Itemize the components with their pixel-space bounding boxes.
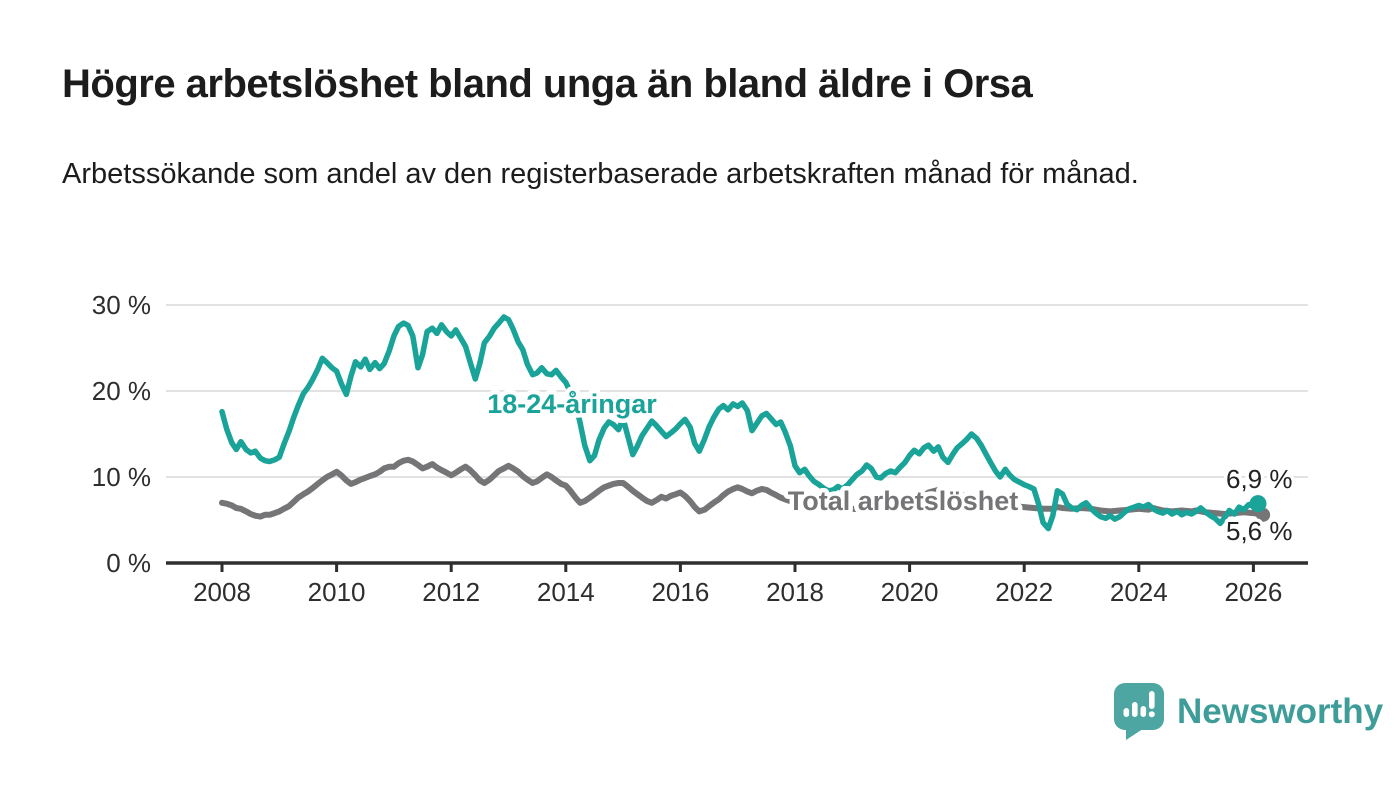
y-tick-label: 30 % [92, 290, 151, 320]
x-tick-label: 2024 [1110, 577, 1168, 607]
end-value-label: 6,9 % [1226, 464, 1293, 494]
newsworthy-logo-icon [1114, 683, 1164, 740]
end-value-label: 5,6 % [1226, 516, 1293, 546]
x-tick-label: 2022 [995, 577, 1053, 607]
series-label: Total arbetslöshet [788, 486, 1019, 516]
x-tick-label: 2012 [422, 577, 480, 607]
y-tick-label: 10 % [92, 462, 151, 492]
x-tick-label: 2010 [308, 577, 366, 607]
brand-footer: Newsworthy [1113, 682, 1383, 742]
y-tick-label: 0 % [106, 548, 151, 578]
page-subtitle: Arbetssökande som andel av den registerb… [62, 158, 1139, 190]
x-tick-label: 2014 [537, 577, 595, 607]
x-tick-label: 2018 [766, 577, 824, 607]
x-tick-label: 2008 [193, 577, 251, 607]
brand-wordmark: Newsworthy [1177, 692, 1384, 731]
y-tick-label: 20 % [92, 376, 151, 406]
page-title: Högre arbetslöshet bland unga än bland ä… [62, 62, 1033, 106]
series-label: 18-24-åringar [487, 389, 657, 419]
end-dot-young [1249, 495, 1267, 513]
series-line-total [219, 456, 1267, 520]
series-line-young [219, 314, 1261, 532]
x-tick-label: 2026 [1224, 577, 1282, 607]
x-tick-label: 2016 [651, 577, 709, 607]
x-tick-label: 2020 [881, 577, 939, 607]
